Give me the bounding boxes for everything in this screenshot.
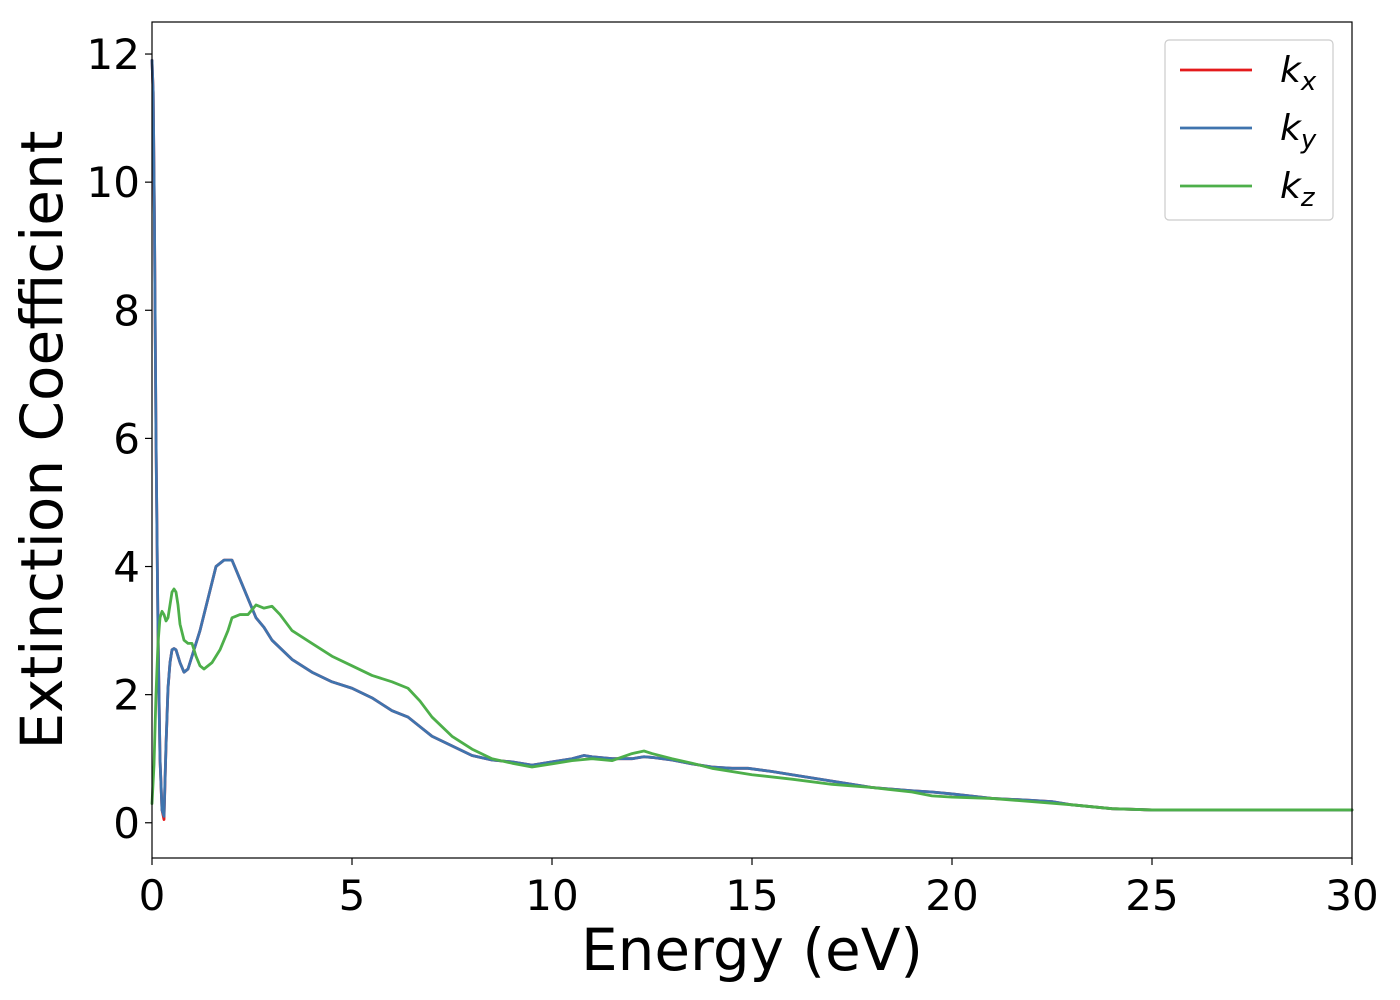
x-tick-label: 20 xyxy=(925,871,978,920)
y-tick-label: 0 xyxy=(113,799,140,848)
y-tick-label: 2 xyxy=(113,671,140,720)
legend-label-ky: ky xyxy=(1280,108,1317,155)
y-tick-label: 10 xyxy=(87,158,140,207)
x-tick-label: 15 xyxy=(725,871,778,920)
y-axis-ticks: 0 2 4 6 8 10 12 xyxy=(87,30,152,848)
y-tick-label: 12 xyxy=(87,30,140,79)
x-tick-label: 30 xyxy=(1325,871,1378,920)
x-tick-label: 0 xyxy=(139,871,166,920)
series-line-ky xyxy=(150,59,1354,818)
y-tick-label: 8 xyxy=(113,286,140,335)
x-axis-title: Energy (eV) xyxy=(581,916,923,984)
x-tick-label: 5 xyxy=(339,871,366,920)
y-tick-label: 6 xyxy=(113,414,140,463)
x-tick-label: 10 xyxy=(525,871,578,920)
y-tick-label: 4 xyxy=(113,543,140,592)
legend-frame xyxy=(1164,39,1334,221)
legend-label-kz: kz xyxy=(1280,166,1316,213)
legend-label-kx: kx xyxy=(1280,50,1317,97)
plot-background xyxy=(152,22,1352,858)
x-tick-label: 25 xyxy=(1125,871,1178,920)
y-axis-title: Extinction Coefficient xyxy=(8,131,76,750)
x-axis-ticks: 0 5 10 15 20 25 30 xyxy=(139,858,1379,920)
series-layer xyxy=(150,59,1354,821)
legend: kx ky kz xyxy=(1164,39,1334,221)
series-line-kz xyxy=(150,587,1354,812)
